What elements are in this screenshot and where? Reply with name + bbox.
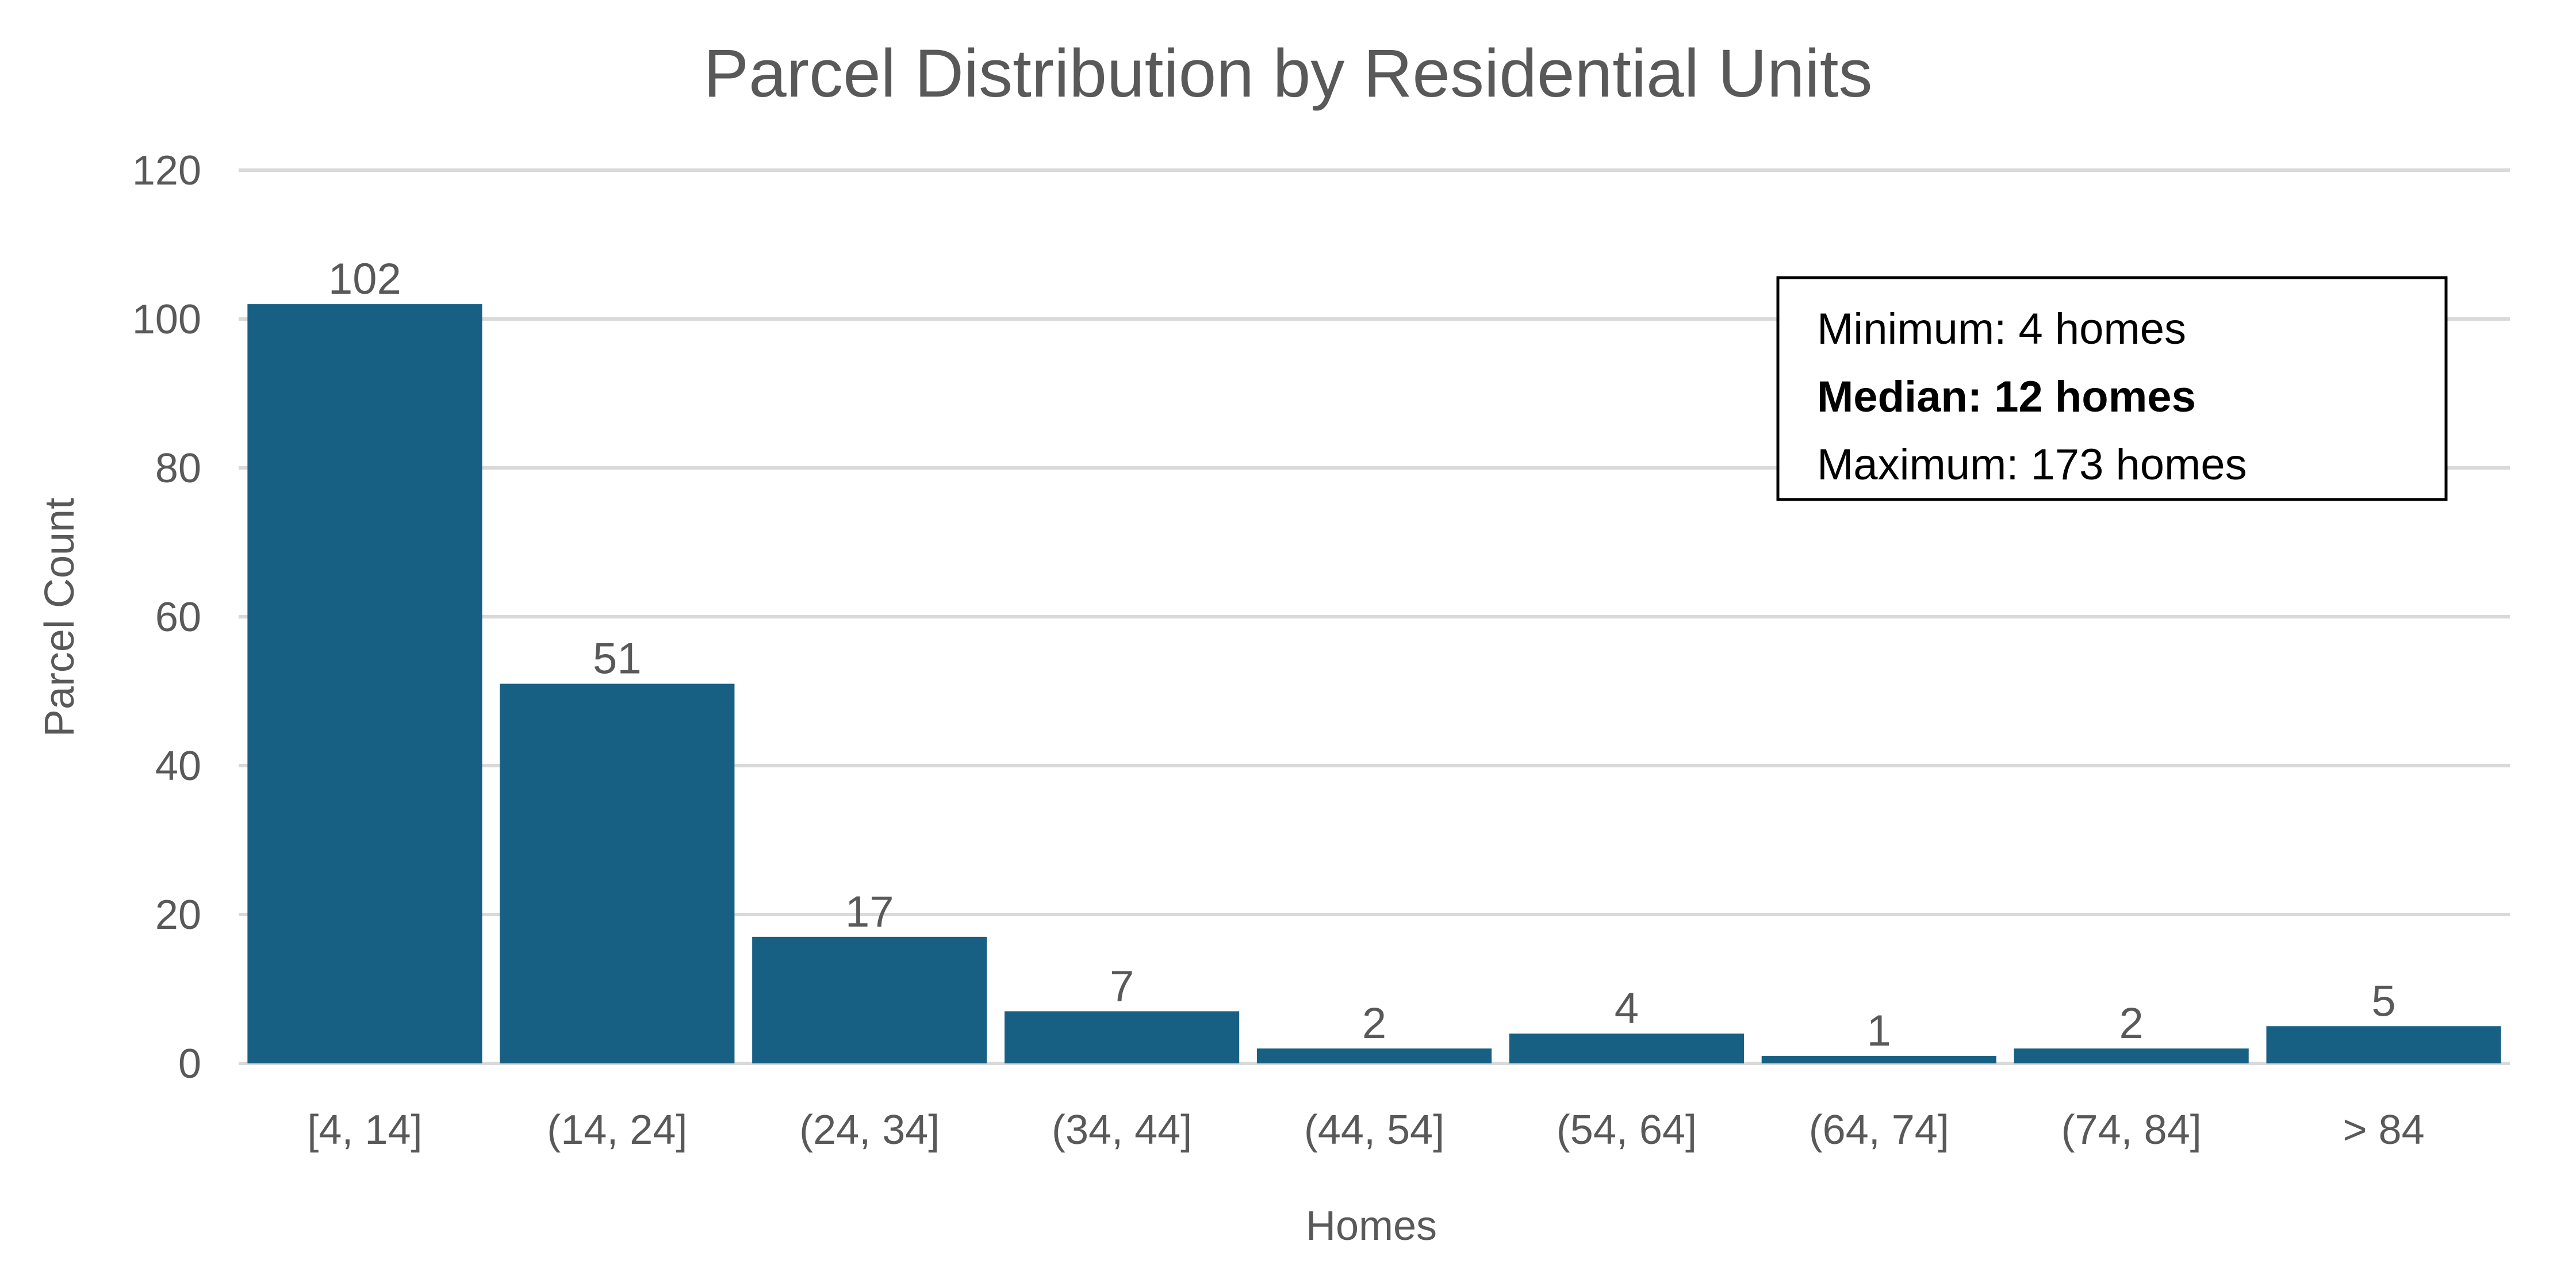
data-label-2: 17 <box>845 888 894 936</box>
bar-3 <box>1005 1011 1240 1063</box>
y-tick-label: 0 <box>178 1041 201 1087</box>
x-tick-label-2: (24, 34] <box>799 1107 940 1153</box>
y-tick-label: 100 <box>132 297 201 343</box>
data-label-8: 5 <box>2371 977 2395 1025</box>
bar-4 <box>1256 1048 1492 1063</box>
x-tick-label-8: > 84 <box>2343 1107 2424 1153</box>
x-axis-ticks: [4, 14] (14, 24] (24, 34] (34, 44] (44, 54] (… <box>307 1107 2424 1153</box>
bar-5 <box>1509 1034 1744 1063</box>
bar-1 <box>500 683 735 1063</box>
x-tick-label-6: (64, 74] <box>1809 1107 1949 1153</box>
bar-0 <box>247 304 482 1063</box>
stats-annotation-box: Minimum: 4 homes Median: 12 homes Maximu… <box>1776 276 2448 501</box>
x-tick-label-1: (14, 24] <box>547 1107 687 1153</box>
y-tick-label: 40 <box>155 743 201 789</box>
x-axis-title: Homes <box>1306 1203 1437 1249</box>
bar-7 <box>2014 1048 2249 1063</box>
bar-8 <box>2266 1026 2501 1063</box>
data-label-1: 51 <box>593 635 642 683</box>
y-axis-title: Parcel Count <box>37 498 83 737</box>
data-label-3: 7 <box>1110 962 1134 1011</box>
y-tick-label: 60 <box>155 594 201 640</box>
stats-maximum-text: Maximum: 173 homes <box>1817 440 2247 489</box>
x-tick-label-0: [4, 14] <box>307 1107 422 1153</box>
data-label-6: 1 <box>1867 1006 1891 1055</box>
y-axis-ticks: 0 20 40 60 80 100 120 <box>132 148 201 1087</box>
y-tick-label: 20 <box>155 892 201 938</box>
x-tick-label-5: (54, 64] <box>1557 1107 1697 1153</box>
y-tick-label: 80 <box>155 445 201 491</box>
data-label-0: 102 <box>328 255 401 303</box>
bar-2 <box>752 936 987 1063</box>
stats-minimum-text: Minimum: 4 homes <box>1817 305 2186 354</box>
data-label-7: 2 <box>2119 999 2144 1048</box>
data-labels: 102 51 17 7 2 4 1 2 5 <box>328 255 2396 1055</box>
bars <box>247 304 2501 1063</box>
stats-box-border <box>1776 276 2448 501</box>
data-label-5: 4 <box>1615 984 1639 1033</box>
chart-title: Parcel Distribution by Residential Units <box>703 36 1872 112</box>
x-tick-label-3: (34, 44] <box>1052 1107 1192 1153</box>
x-tick-label-4: (44, 54] <box>1304 1107 1444 1153</box>
y-tick-label: 120 <box>132 148 201 194</box>
stats-median-text: Median: 12 homes <box>1817 372 2196 421</box>
data-label-4: 2 <box>1362 999 1386 1048</box>
x-tick-label-7: (74, 84] <box>2061 1107 2202 1153</box>
bar-6 <box>1761 1056 1996 1063</box>
